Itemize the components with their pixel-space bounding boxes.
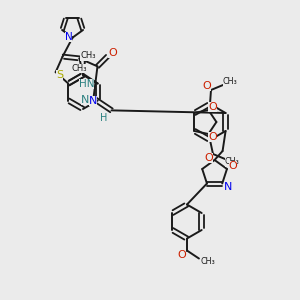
Text: O: O	[178, 250, 186, 260]
Text: O: O	[208, 102, 217, 112]
Text: N: N	[81, 95, 90, 105]
Text: O: O	[202, 81, 211, 91]
Text: O: O	[229, 161, 237, 171]
Text: CH₃: CH₃	[80, 52, 96, 61]
Text: CH₃: CH₃	[201, 257, 215, 266]
Text: O: O	[208, 132, 217, 142]
Text: CH₃: CH₃	[223, 77, 237, 86]
Text: O: O	[205, 153, 213, 163]
Text: N: N	[224, 182, 232, 191]
Text: CH₃: CH₃	[225, 158, 239, 166]
Text: S: S	[56, 70, 63, 80]
Text: CH₃: CH₃	[72, 64, 88, 73]
Text: O: O	[108, 48, 117, 59]
Text: HN: HN	[79, 80, 94, 89]
Text: N: N	[65, 32, 72, 42]
Text: H: H	[100, 113, 107, 123]
Text: N: N	[88, 95, 97, 106]
